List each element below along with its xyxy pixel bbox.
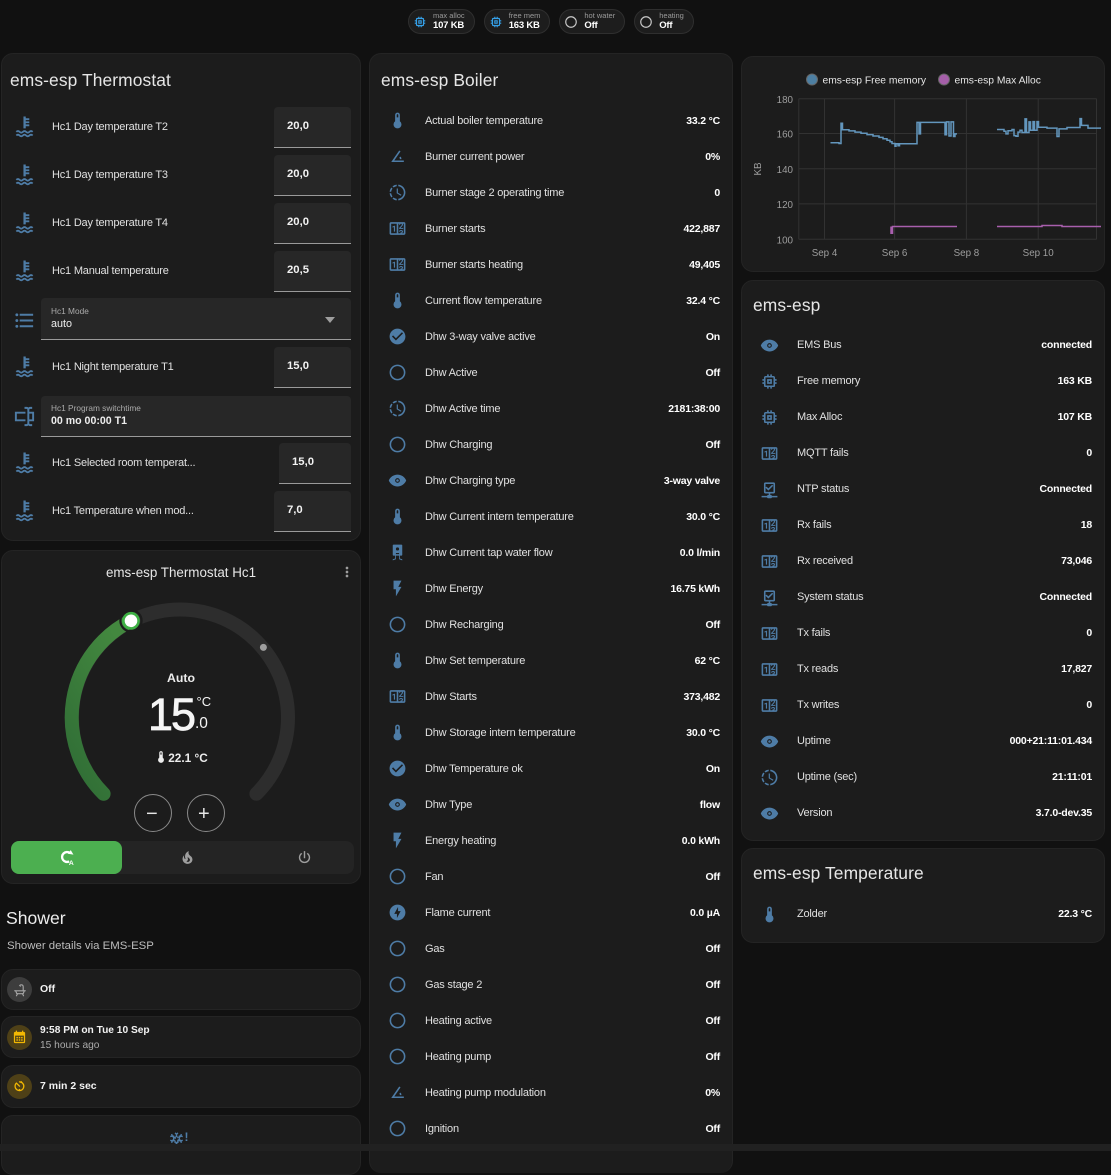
svg-text:ems-esp Max Alloc: ems-esp Max Alloc [955, 76, 1041, 87]
svg-text:KB: KB [753, 162, 764, 176]
svg-text:160: 160 [777, 130, 794, 141]
svg-text:120: 120 [777, 200, 794, 211]
svg-text:A: A [69, 860, 74, 866]
svg-text:100: 100 [777, 236, 794, 247]
svg-text:ems-esp Free memory: ems-esp Free memory [823, 76, 927, 87]
svg-text:180: 180 [777, 95, 794, 106]
svg-text:Sep 6: Sep 6 [882, 248, 908, 259]
svg-text:140: 140 [777, 165, 794, 176]
svg-text:Sep 4: Sep 4 [812, 248, 838, 259]
svg-text:Sep 8: Sep 8 [954, 248, 980, 259]
svg-text:Sep 10: Sep 10 [1023, 248, 1055, 259]
